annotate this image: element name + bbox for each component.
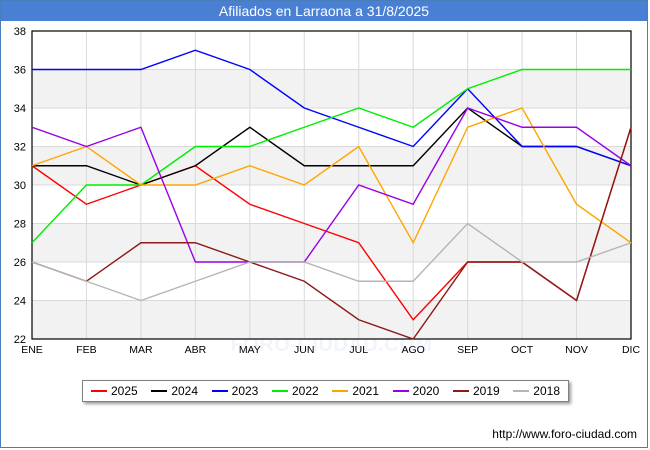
svg-text:ABR: ABR	[185, 344, 207, 356]
svg-text:MAR: MAR	[129, 344, 153, 356]
svg-text:AGO: AGO	[402, 344, 425, 356]
svg-text:26: 26	[14, 257, 26, 269]
svg-text:JUL: JUL	[349, 344, 368, 356]
svg-text:34: 34	[14, 103, 26, 115]
svg-text:SEP: SEP	[457, 344, 478, 356]
svg-text:ENE: ENE	[21, 344, 43, 356]
svg-text:24: 24	[14, 296, 26, 308]
svg-text:32: 32	[14, 142, 26, 154]
svg-text:NOV: NOV	[565, 344, 588, 356]
svg-text:JUN: JUN	[294, 344, 314, 356]
svg-text:MAY: MAY	[239, 344, 261, 356]
svg-text:38: 38	[14, 26, 26, 38]
svg-text:FEB: FEB	[76, 344, 96, 356]
svg-text:DIC: DIC	[622, 344, 641, 356]
svg-text:30: 30	[14, 180, 26, 192]
svg-text:OCT: OCT	[511, 344, 534, 356]
svg-text:28: 28	[14, 219, 26, 231]
svg-text:36: 36	[14, 65, 26, 77]
